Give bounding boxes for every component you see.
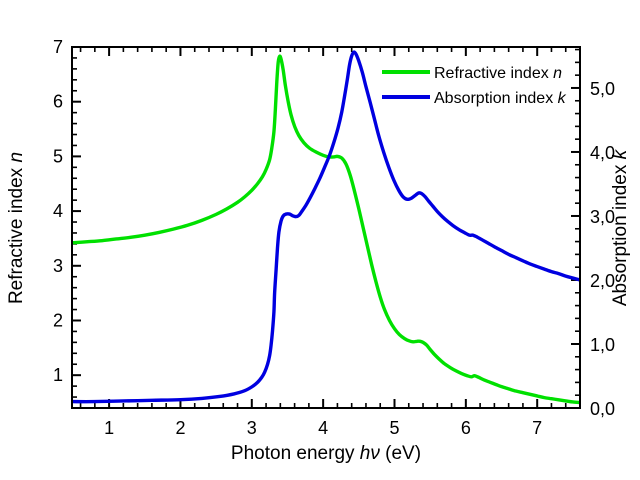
x-title-text: Photon energy (231, 443, 360, 464)
data-series (72, 50, 580, 405)
legend-label-symbol: k (558, 90, 567, 107)
legend-label-text: Absorption index (434, 90, 558, 107)
chart-legend: Refractive index n Absorption index k (382, 65, 567, 107)
y-left-tick-label: 7 (53, 37, 63, 57)
x-tick-label: 5 (389, 418, 399, 438)
y-axis-right-title: Absorption index k (610, 148, 631, 306)
y-right-title-k-symbol: k (610, 148, 631, 159)
y-left-tick-label: 2 (53, 310, 63, 330)
y-left-tick-label: 3 (53, 256, 63, 276)
x-title-h-symbol: h (360, 443, 371, 464)
y-left-title-text: Refractive index (6, 163, 27, 305)
y-right-title-text: Absorption index (610, 159, 631, 306)
y-right-tick-label: 2,0 (590, 271, 615, 291)
tick-labels: 1 2 3 4 5 6 7 1 2 3 4 5 6 7 0,0 1,0 2,0 3,0 4,0 5,0 (53, 37, 615, 438)
y-left-title-n-symbol: n (6, 152, 27, 163)
x-tick-label: 3 (247, 418, 257, 438)
y-left-tick-label: 4 (53, 201, 63, 221)
y-right-tick-label: 4,0 (590, 143, 615, 163)
legend-item: Absorption index k (382, 90, 567, 107)
series-line-absorption (72, 50, 580, 404)
y-left-tick-label: 6 (53, 92, 63, 112)
legend-label-text: Refractive index (434, 65, 553, 82)
x-tick-label: 6 (461, 418, 471, 438)
legend-label-symbol: n (553, 65, 562, 82)
legend-item: Refractive index n (382, 65, 562, 82)
y-right-tick-label: 0,0 (590, 399, 615, 419)
x-tick-label: 7 (532, 418, 542, 438)
x-title-nu-symbol: ν (370, 443, 380, 464)
plot-frame (71, 46, 581, 409)
x-tick-label: 1 (104, 418, 114, 438)
x-tick-label: 2 (175, 418, 185, 438)
series-line-refractive (72, 54, 580, 405)
x-tick-label: 4 (318, 418, 328, 438)
y-right-tick-label: 5,0 (590, 79, 615, 99)
legend-label: Refractive index n (434, 65, 562, 82)
x-axis-title: Photon energy hν (eV) (231, 443, 421, 464)
y-right-tick-label: 3,0 (590, 207, 615, 227)
y-right-tick-label: 1,0 (590, 335, 615, 355)
legend-label: Absorption index k (434, 90, 567, 107)
y-left-tick-label: 5 (53, 146, 63, 166)
y-axis-left-title: Refractive index n (6, 152, 27, 304)
y-left-tick-label: 1 (53, 365, 63, 385)
x-title-unit: (eV) (380, 443, 421, 464)
